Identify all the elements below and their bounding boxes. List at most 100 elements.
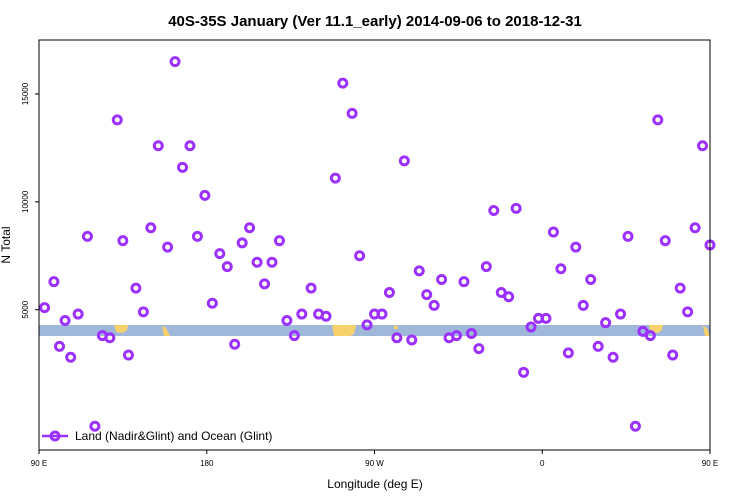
data-point <box>495 286 507 298</box>
data-point <box>39 302 51 314</box>
data-point <box>337 77 349 89</box>
data-point <box>667 349 679 361</box>
data-point <box>266 256 278 268</box>
data-point <box>451 330 463 342</box>
data-point <box>615 308 627 320</box>
y-axis: 5000 10000 15000 <box>21 82 39 319</box>
data-point <box>191 230 203 242</box>
data-point <box>122 349 134 361</box>
data-point <box>488 204 500 216</box>
x-tick-label: 180 <box>200 459 214 468</box>
data-point <box>117 235 129 247</box>
x-tick-label: 90 E <box>31 459 47 468</box>
x-tick-label: 90 W <box>365 459 384 468</box>
data-point <box>145 222 157 234</box>
data-point <box>169 56 181 68</box>
land-mass <box>114 325 128 333</box>
data-point <box>585 274 597 286</box>
data-point <box>59 315 71 327</box>
data-point <box>184 140 196 152</box>
x-tick-label: 0 <box>540 459 545 468</box>
data-point <box>540 312 552 324</box>
data-point <box>383 286 395 298</box>
ocean-band <box>39 325 710 336</box>
data-point <box>607 351 619 363</box>
y-axis-label: N Total <box>0 226 13 263</box>
data-point <box>406 334 418 346</box>
x-tick-label: 90 E <box>702 459 718 468</box>
data-point <box>244 222 256 234</box>
data-point <box>376 308 388 320</box>
data-point <box>413 265 425 277</box>
data-point <box>428 299 440 311</box>
chart-title: 40S-35S January (Ver 11.1_early) 2014-09… <box>168 13 582 30</box>
y-tick-label: 10000 <box>21 190 30 213</box>
data-point <box>547 226 559 238</box>
x-axis-label: Longitude (deg E) <box>327 477 422 491</box>
land-mass <box>394 325 398 329</box>
data-point <box>206 297 218 309</box>
data-point <box>305 282 317 294</box>
data-point <box>65 351 77 363</box>
data-point <box>510 202 522 214</box>
data-point <box>600 317 612 329</box>
data-point <box>555 263 567 275</box>
land-mass <box>332 325 356 336</box>
world-map-strip <box>39 325 710 336</box>
data-point <box>251 256 263 268</box>
data-point <box>659 235 671 247</box>
data-point <box>421 289 433 301</box>
data-point <box>137 306 149 318</box>
data-point <box>288 330 300 342</box>
data-point <box>436 274 448 286</box>
data-point <box>89 420 101 432</box>
land-mass <box>703 326 710 336</box>
data-point <box>221 261 233 273</box>
data-point <box>629 420 641 432</box>
data-point <box>644 330 656 342</box>
data-point <box>177 161 189 173</box>
legend: Land (Nadir&Glint) and Ocean (Glint) <box>42 429 272 443</box>
data-point <box>458 276 470 288</box>
data-point <box>104 332 116 344</box>
data-point <box>525 321 537 333</box>
data-point <box>346 107 358 119</box>
data-point <box>152 140 164 152</box>
data-point <box>236 237 248 249</box>
legend-label: Land (Nadir&Glint) and Ocean (Glint) <box>75 429 272 443</box>
data-point <box>111 114 123 126</box>
data-point <box>72 308 84 320</box>
data-point <box>199 189 211 201</box>
data-point <box>54 340 66 352</box>
x-axis: 90 E 180 90 W 0 90 E <box>31 450 718 468</box>
data-point <box>592 340 604 352</box>
data-point <box>518 366 530 378</box>
data-point <box>273 235 285 247</box>
data-point <box>465 327 477 339</box>
legend-marker <box>49 430 61 442</box>
data-point <box>398 155 410 167</box>
data-point <box>622 230 634 242</box>
data-point <box>329 172 341 184</box>
y-tick-label: 5000 <box>21 300 30 318</box>
data-point <box>229 338 241 350</box>
data-point <box>48 276 60 288</box>
data-point <box>296 308 308 320</box>
data-point <box>652 114 664 126</box>
data-point <box>473 343 485 355</box>
data-point <box>570 241 582 253</box>
data-point <box>682 306 694 318</box>
data-point <box>354 250 366 262</box>
data-point <box>562 347 574 359</box>
data-point <box>130 282 142 294</box>
plot-frame <box>38 39 711 451</box>
data-point <box>81 230 93 242</box>
data-point <box>162 241 174 253</box>
data-point <box>214 248 226 260</box>
data-point <box>637 325 649 337</box>
data-point <box>320 310 332 322</box>
data-point <box>577 299 589 311</box>
data-point <box>503 291 515 303</box>
data-point <box>674 282 686 294</box>
